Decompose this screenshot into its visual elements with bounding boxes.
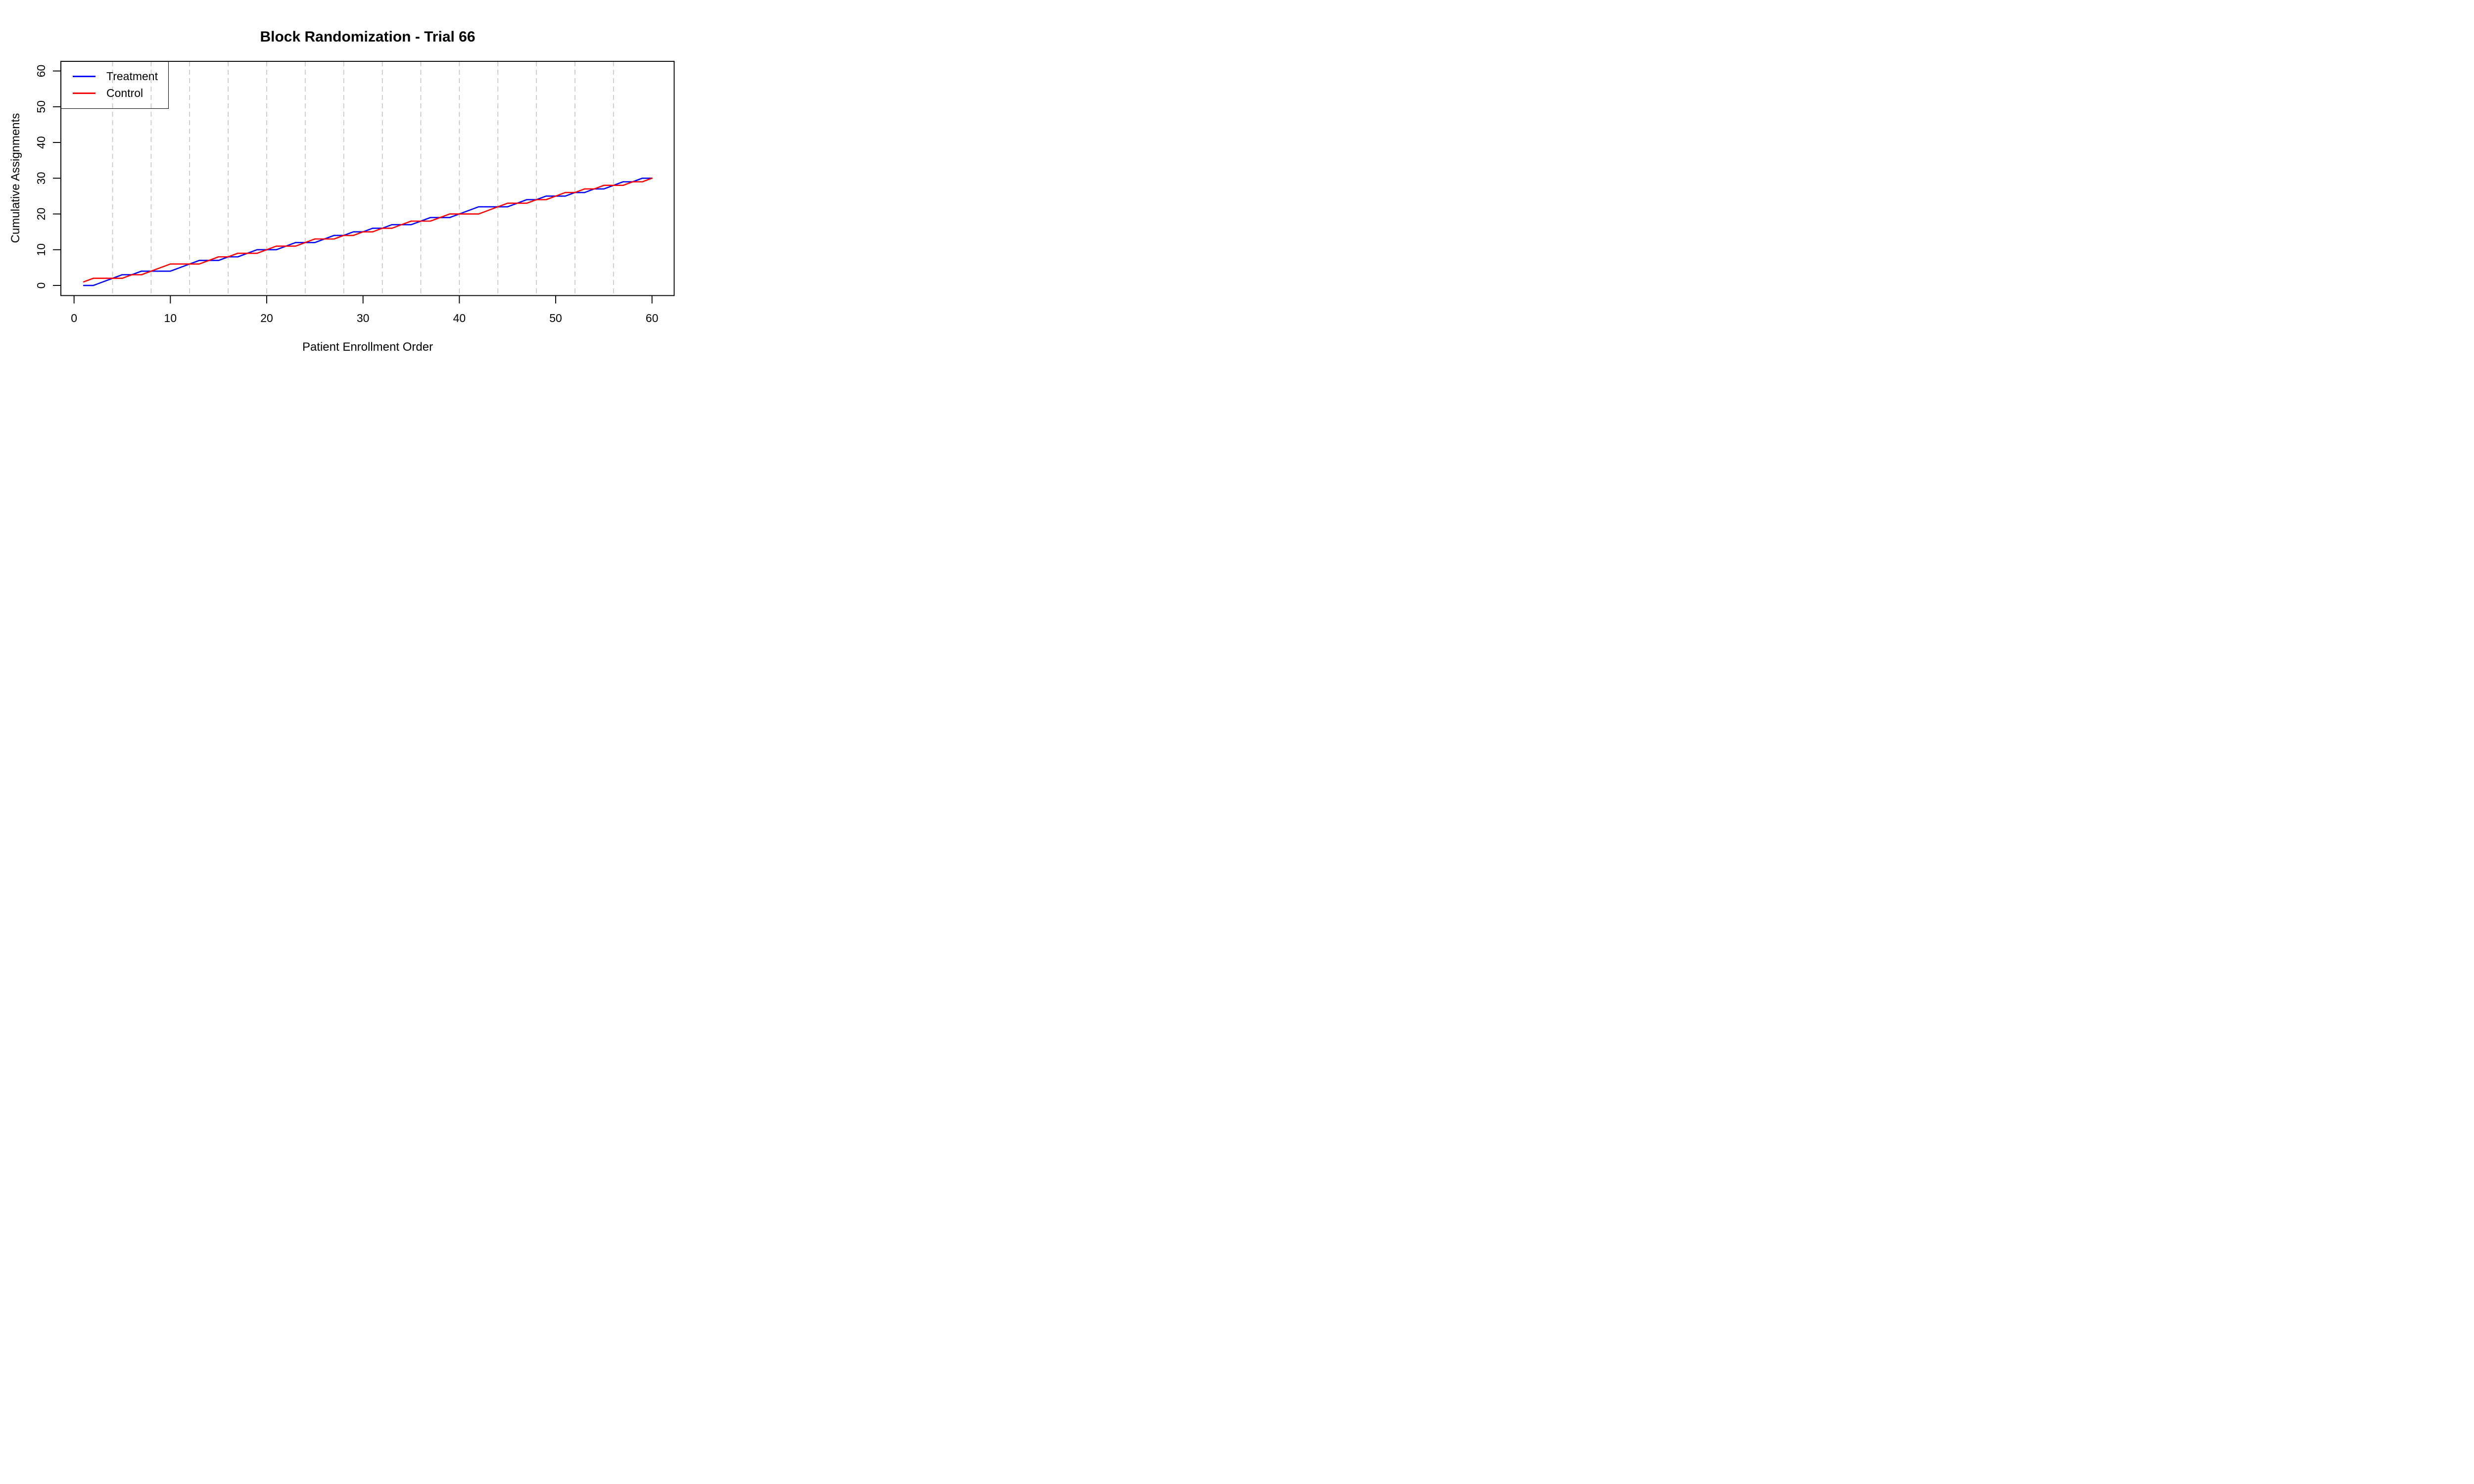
y-tick-label: 40 (35, 136, 48, 149)
legend-label-treatment: Treatment (106, 70, 158, 83)
y-tick-label: 20 (35, 208, 48, 221)
legend: Treatment Control (61, 61, 169, 109)
x-tick-label: 20 (260, 312, 273, 325)
legend-item-treatment: Treatment (61, 70, 168, 82)
y-tick-label: 30 (35, 172, 48, 185)
y-tick-label: 0 (35, 282, 48, 289)
x-tick-label: 40 (453, 312, 466, 325)
r-plot-window: Block Randomization - Trial 66 0 10 20 30 40… (0, 0, 705, 371)
y-tick-label: 50 (35, 100, 48, 113)
y-tick-label: 60 (35, 65, 48, 78)
y-tick-label: 10 (35, 243, 48, 256)
chart-canvas: 0 10 20 30 40 50 60 0 10 20 30 40 50 60 (35, 61, 675, 325)
x-tick-label: 50 (549, 312, 562, 325)
x-tick-label: 30 (357, 312, 370, 325)
x-tick-label: 0 (71, 312, 77, 325)
control-series-line (83, 177, 653, 283)
treatment-line-sample (73, 76, 95, 77)
x-tick-label: 10 (164, 312, 177, 325)
x-axis-title: Patient Enrollment Order (302, 340, 433, 354)
control-line-sample (73, 93, 95, 94)
legend-item-control: Control (61, 87, 168, 99)
y-axis-title: Cumulative Assignments (9, 113, 22, 243)
chart-title: Block Randomization - Trial 66 (260, 29, 476, 45)
x-tick-label: 60 (646, 312, 659, 325)
legend-label-control: Control (106, 87, 143, 99)
